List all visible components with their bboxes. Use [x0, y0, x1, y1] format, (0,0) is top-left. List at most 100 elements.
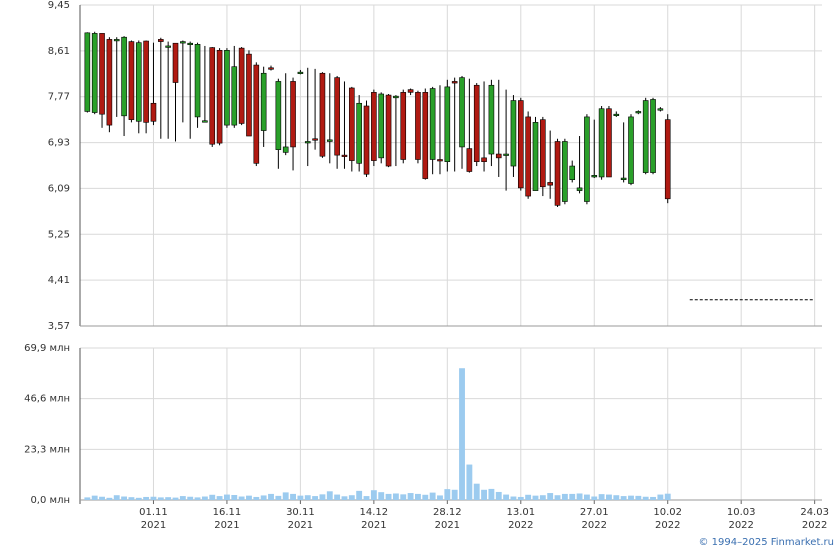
candle-body: [429, 88, 436, 160]
volume-bar: [341, 496, 348, 500]
candle-body: [282, 146, 289, 153]
volume-bar: [392, 493, 399, 500]
x-tick-year: 2022: [582, 520, 607, 531]
candle-body: [650, 99, 656, 173]
candle-body: [172, 42, 179, 83]
y-tick-label: 23,3 млн: [24, 444, 70, 455]
candle-body: [202, 120, 208, 123]
candle-body: [91, 33, 98, 113]
x-tick-label: 24.03: [800, 507, 829, 518]
candle-body: [606, 108, 612, 178]
x-tick-label: 10.03: [727, 507, 756, 518]
candle-body: [510, 100, 517, 167]
volume-bar: [231, 494, 238, 500]
candle-body: [216, 50, 223, 144]
volume-bar: [583, 494, 590, 500]
volume-bar: [444, 489, 451, 500]
candle-body: [113, 39, 120, 42]
volume-bar: [378, 492, 385, 500]
volume-bar: [216, 496, 223, 500]
volume-bar: [201, 496, 208, 500]
x-tick-label: 10.02: [653, 507, 682, 518]
volume-bar: [363, 496, 370, 500]
y-tick-label: 8,61: [48, 46, 70, 57]
candle-body: [562, 141, 568, 202]
x-tick-year: 2021: [288, 520, 313, 531]
volume-bar: [179, 496, 186, 500]
candle-body: [598, 108, 605, 178]
candle-body: [268, 67, 274, 70]
volume-bar: [400, 494, 407, 500]
candle-body: [385, 94, 392, 167]
candle-body: [99, 33, 105, 115]
volume-bar: [598, 494, 605, 500]
candle-body: [304, 141, 311, 144]
volume-bar: [510, 496, 517, 500]
candle-body: [495, 153, 502, 159]
candle-body: [326, 139, 333, 142]
candle-body: [451, 81, 458, 84]
volume-bar: [613, 495, 620, 500]
candle-body: [613, 113, 620, 116]
volume-bar: [99, 496, 105, 500]
candle-body: [128, 41, 135, 120]
candle-body: [503, 153, 509, 156]
x-tick-label: 01.11: [139, 507, 168, 518]
volume-bar: [356, 490, 363, 500]
candle-body: [657, 108, 664, 111]
candle-body: [517, 100, 524, 189]
volume-bar: [576, 493, 583, 500]
y-tick-label: 69,9 млн: [24, 343, 70, 354]
y-tick-label: 9,45: [48, 0, 70, 11]
volume-bar: [297, 495, 304, 500]
volume-bar: [591, 496, 598, 500]
x-tick-year: 2021: [141, 520, 166, 531]
volume-bar: [503, 494, 510, 500]
volume-bar: [650, 496, 656, 500]
volume-bar: [157, 497, 164, 500]
volume-bar: [481, 489, 487, 500]
volume-bar: [187, 496, 194, 500]
volume-bar: [121, 496, 128, 500]
volume-bar: [664, 493, 671, 500]
volume-bar: [246, 495, 252, 500]
volume-bar: [334, 494, 341, 500]
candle-body: [121, 36, 127, 117]
volume-bar: [539, 495, 546, 500]
volume-bar: [268, 493, 274, 500]
candle-body: [187, 42, 193, 46]
volume-bar: [606, 494, 612, 500]
candle-body: [297, 71, 304, 74]
candle-body: [576, 187, 583, 191]
candle-body: [135, 42, 142, 122]
volume-bar: [282, 492, 289, 500]
candle-body: [466, 148, 473, 172]
x-tick-label: 14.12: [360, 507, 389, 518]
volume-bar: [628, 495, 634, 500]
candle-body: [341, 154, 348, 157]
volume-bar: [304, 495, 311, 500]
volume-bar: [437, 495, 443, 500]
volume-bar: [143, 496, 150, 500]
volume-bar: [415, 493, 421, 500]
volume-bar: [525, 494, 532, 500]
volume-bar: [275, 495, 282, 500]
volume-bar: [312, 496, 319, 500]
volume-bar: [547, 493, 554, 500]
candle-body: [84, 32, 91, 112]
x-tick-label: 27.01: [580, 507, 609, 518]
volume-bar: [113, 495, 120, 500]
x-tick-label: 30.11: [286, 507, 315, 518]
volume-bar: [165, 497, 172, 500]
candle-body: [444, 86, 451, 162]
volume-bar: [459, 368, 465, 500]
y-tick-label: 7,77: [48, 92, 70, 103]
volume-bar: [253, 496, 260, 500]
candle-body: [246, 53, 252, 137]
volume-bar: [554, 495, 561, 500]
volume-bar: [561, 493, 568, 500]
candle-body: [569, 165, 576, 180]
candle-body: [363, 105, 370, 175]
copyright: © 1994–2025 Finmarket.ru: [698, 537, 834, 548]
